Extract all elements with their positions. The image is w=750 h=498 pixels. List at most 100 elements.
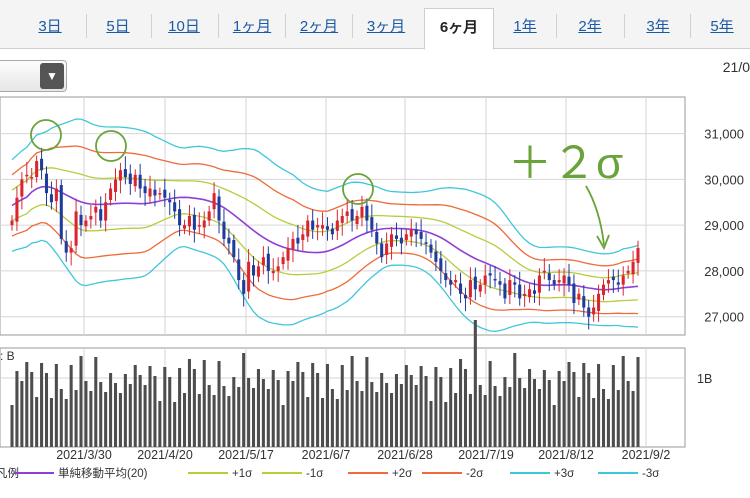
tab-separator [352,14,353,38]
candle-body [153,189,157,196]
candle-body [20,179,24,197]
volume-bar [202,360,206,447]
candle-body [399,237,403,244]
volume-bar [237,387,241,447]
volume-bar [557,371,561,447]
volume-bar [187,359,191,447]
candle-body [109,188,113,200]
volume-bar [513,353,517,447]
candle-body [74,211,78,246]
annotation-text: ＋２σ [508,139,623,188]
candle-body [104,202,108,221]
candle-body [330,228,334,235]
volume-bar [626,381,630,447]
candle-body [242,280,246,294]
volume-bar [399,384,403,447]
candle-body [173,202,177,212]
candle-body [261,257,265,266]
volume-bar [54,364,58,447]
volume-bar [74,390,78,447]
chevron-down-icon[interactable]: ▼ [40,63,64,89]
candle-body [547,273,551,281]
volume-bar [587,373,591,447]
volume-bar [414,385,418,447]
candle-body [15,197,19,222]
volume-bar [582,363,586,447]
volume-bar [217,361,221,447]
volume-bar [79,356,83,447]
volume-bar [109,373,113,447]
volume-bar [380,373,384,447]
volume-bar [473,320,477,447]
candle-body [449,280,453,285]
candle-body [247,261,251,292]
volume-panel [0,347,686,448]
volume-bar [390,393,394,447]
period-tabs: 3日 5日 10日 1ヶ月 2ヶ月 3ヶ月 6ヶ月 1年 2年 3年 5年 [0,0,750,50]
legend-label: -2σ [466,468,483,480]
volume-bar [385,383,389,447]
sma-line [11,185,639,291]
candle-body [64,241,68,253]
candle-body [44,173,49,194]
volume-bar [523,388,527,447]
y-tick-label: 30,000 [704,172,744,187]
candle-body [138,174,142,189]
volume-bar [404,365,408,447]
tab-8[interactable]: 2年 [578,18,602,35]
candle-body [463,294,468,299]
plus-3-sigma-line [11,118,639,255]
candle-body [321,225,325,229]
candle-body [542,270,546,273]
volume-bar [463,369,468,447]
candle-body [404,234,408,241]
candle-body [636,248,640,263]
chart-type-select[interactable]: ▼ [0,60,67,92]
tab-6[interactable]: 6ヶ月 [424,8,494,50]
candle-body [143,186,147,194]
volume-bar [197,394,201,447]
legend-label: -3σ [642,468,659,480]
volume-bar [518,378,522,447]
volume-bar [483,395,487,447]
candle-body [35,161,39,178]
highlight-circle [342,173,374,205]
tab-10[interactable]: 5年 [710,18,734,35]
candle-body [424,242,428,244]
volume-bar [360,391,364,447]
tab-5[interactable]: 3ヶ月 [366,18,406,35]
tab-separator [218,14,219,38]
tab-3[interactable]: 1ヶ月 [232,18,272,35]
tab-2[interactable]: 10日 [168,18,200,35]
tab-7[interactable]: 1年 [513,18,537,35]
volume-bar [528,369,532,447]
volume-bar [281,405,285,447]
candle-body [212,193,216,210]
candle-body [557,280,561,283]
volume-bar [256,369,260,447]
tab-4[interactable]: 2ヶ月 [299,18,339,35]
candle-body [439,258,443,271]
minus-1-sigma-line [11,204,639,303]
legend-label: +1σ [232,468,252,480]
candle-body [54,188,58,202]
volume-bar [242,353,246,447]
volume-bar [444,402,448,447]
tab-1[interactable]: 5日 [106,18,130,35]
tab-9[interactable]: 3年 [646,18,670,35]
candle-body [232,240,236,258]
candle-body [118,170,122,181]
volume-bar [301,372,305,447]
tab-0[interactable]: 3日 [38,18,62,35]
volume-bar [631,391,635,447]
volume-bar [449,368,453,447]
candle-body [365,205,369,221]
candle-body [577,293,581,300]
candle-body [587,307,591,317]
candle-body [148,188,152,197]
candle-body [567,276,571,285]
volume-tick-label: 1B [697,372,712,386]
y-tick-label: 27,000 [704,310,744,325]
candle-body [355,216,359,225]
